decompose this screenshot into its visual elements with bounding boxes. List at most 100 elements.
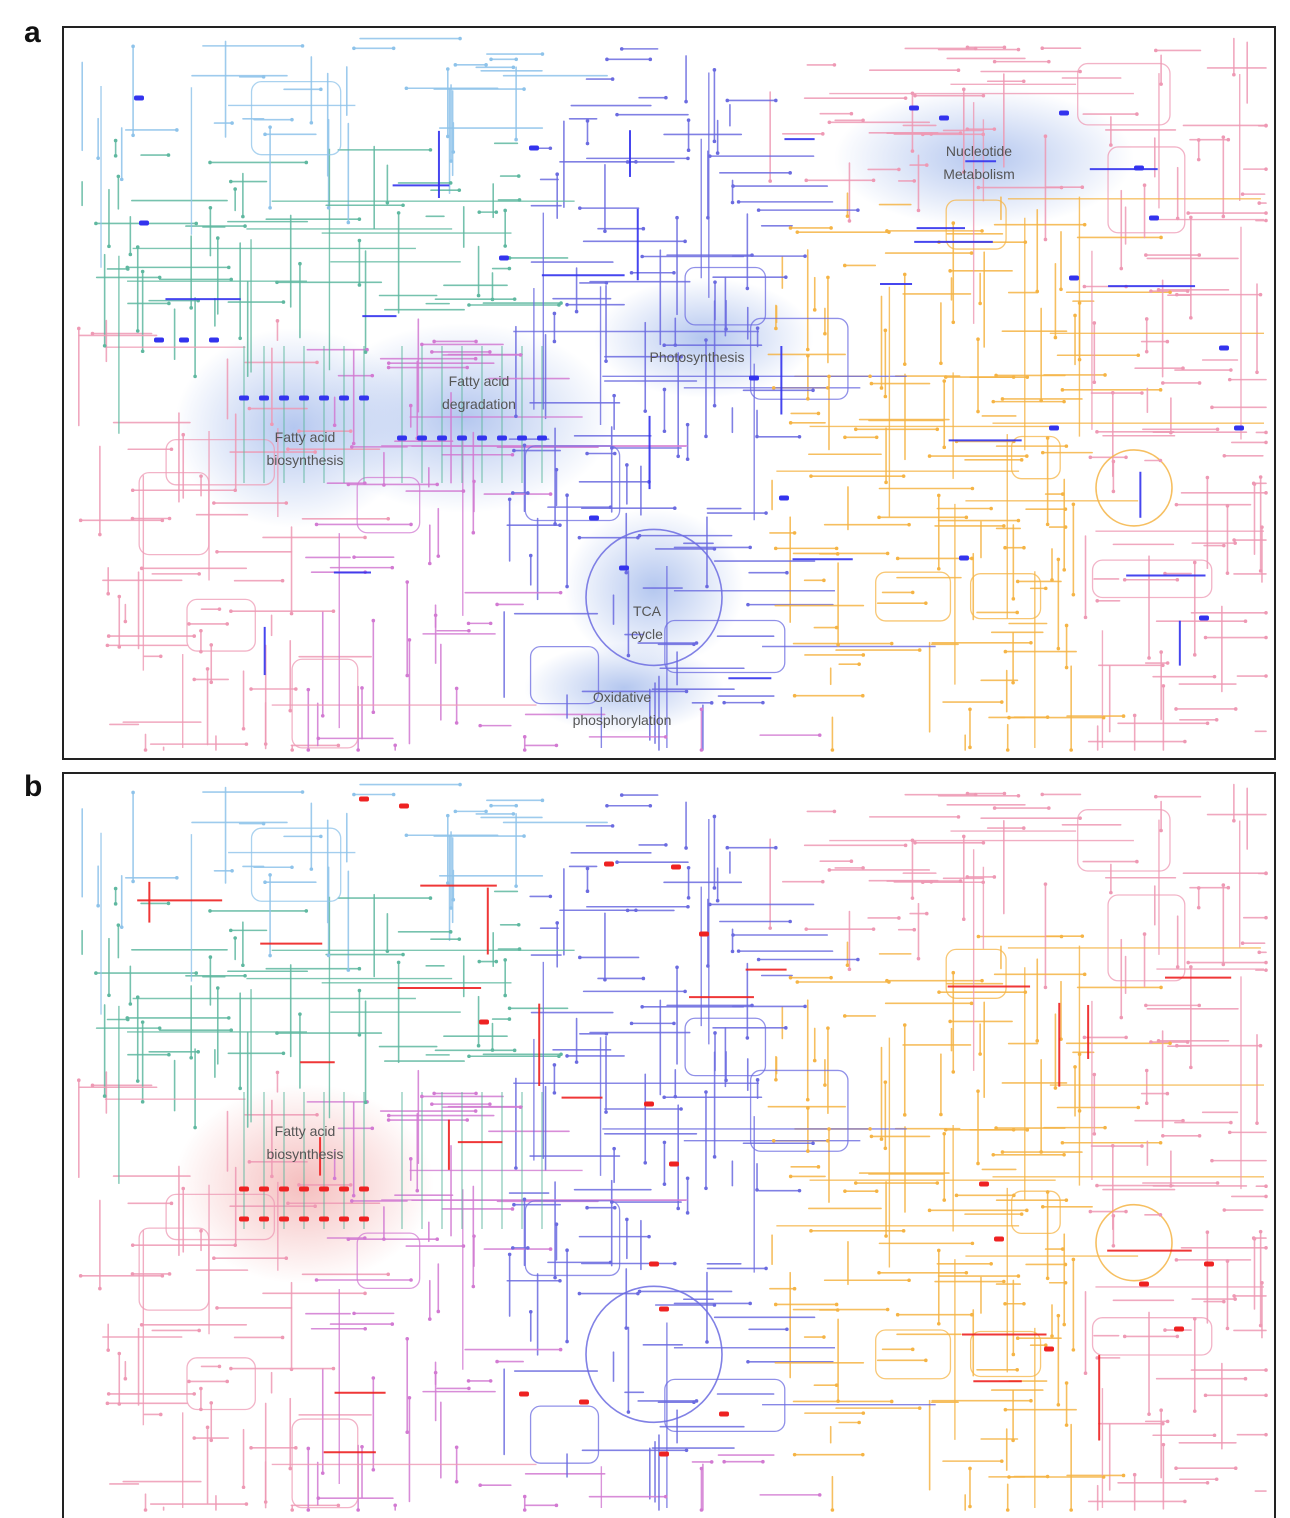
metabolite-node — [106, 1348, 110, 1352]
metabolite-node — [745, 286, 750, 291]
metabolite-node — [247, 406, 252, 411]
metabolite-node — [1264, 915, 1268, 920]
metabolite-node — [577, 535, 582, 540]
metabolite-node — [289, 1367, 294, 1372]
metabolite-node — [827, 1127, 831, 1131]
metabolite-node — [473, 1109, 478, 1113]
highlighted-reaction — [477, 435, 487, 441]
metabolite-node — [1142, 932, 1147, 936]
metabolite-node — [961, 170, 966, 174]
highlighted-reaction — [1059, 110, 1069, 116]
pathway-loop — [684, 266, 767, 326]
metabolite-node — [629, 270, 634, 275]
metabolite-node — [1050, 1334, 1054, 1338]
metabolite-node — [298, 261, 302, 266]
metabolite-node — [208, 909, 212, 913]
metabolite-node — [768, 179, 772, 183]
metabolite-node — [976, 409, 980, 414]
metabolite-node — [1060, 1247, 1065, 1251]
metabolite-node — [263, 1500, 268, 1504]
metabolite-node — [510, 452, 515, 457]
metabolite-node — [943, 1127, 948, 1132]
metabolite-node — [511, 812, 516, 816]
metabolite-node — [514, 57, 519, 62]
metabolite-node — [514, 1166, 518, 1170]
metabolite-node — [1258, 1323, 1263, 1328]
metabolite-node — [976, 337, 980, 342]
metabolite-node — [1021, 79, 1026, 84]
highlighted-reaction — [497, 435, 507, 441]
metabolite-node — [604, 281, 609, 285]
metabolite-node — [804, 927, 809, 931]
metabolite-node — [705, 1340, 709, 1344]
highlighted-reaction — [499, 255, 509, 261]
metabolite-node — [457, 937, 462, 941]
metabolite-node — [920, 880, 925, 885]
metabolite-node — [1077, 1109, 1082, 1113]
metabolite-node — [1011, 375, 1016, 379]
metabolite-node — [1039, 1150, 1043, 1154]
metabolite-node — [916, 956, 921, 961]
metabolite-node — [745, 1036, 750, 1040]
metabolite-node — [712, 1155, 717, 1159]
metabolite-node — [1121, 1473, 1126, 1478]
highlighted-reaction — [619, 565, 629, 571]
metabolite-node — [1159, 650, 1163, 654]
highlight-glow — [524, 643, 724, 733]
metabolite-node — [94, 221, 98, 226]
metabolite-node — [861, 866, 865, 870]
metabolite-node — [382, 483, 386, 487]
metabolite-node — [981, 93, 986, 98]
metabolite-node — [1258, 569, 1263, 573]
metabolite-node — [432, 1091, 436, 1096]
metabolite-node — [123, 619, 128, 624]
metabolite-node — [969, 251, 974, 255]
metabolite-node — [105, 643, 110, 648]
metabolite-node — [516, 923, 521, 927]
metabolite-node — [605, 57, 609, 62]
highlighted-reaction — [959, 555, 969, 561]
metabolite-node — [1022, 1301, 1026, 1306]
metabolite-node — [326, 953, 331, 958]
metabolite-node — [822, 578, 826, 583]
metabolite-node — [624, 570, 629, 575]
metabolite-node — [797, 1188, 802, 1193]
metabolite-node — [454, 721, 459, 725]
metabolite-node — [936, 566, 941, 571]
metabolite-node — [713, 1031, 717, 1035]
metabolite-node — [746, 1359, 750, 1364]
metabolite-node — [128, 1002, 133, 1006]
metabolite-node — [1181, 1118, 1185, 1123]
metabolite-node — [90, 1083, 95, 1088]
metabolite-node — [408, 403, 413, 408]
metabolite-node — [313, 450, 317, 454]
metabolite-node — [968, 1504, 972, 1509]
metabolite-node — [1082, 284, 1087, 289]
highlighted-reaction — [239, 1186, 249, 1192]
metabolite-node — [554, 743, 559, 748]
metabolite-node — [1163, 1328, 1167, 1332]
highlighted-reaction — [359, 796, 369, 802]
metabolite-node — [404, 833, 409, 838]
pathway-loop — [529, 645, 600, 705]
metabolite-node — [187, 1379, 191, 1384]
metabolite-node — [970, 556, 974, 561]
metabolite-node — [936, 1248, 941, 1253]
highlighted-reaction — [1069, 275, 1079, 281]
metabolite-node — [964, 1270, 969, 1275]
pathway-loop — [684, 1017, 767, 1077]
metabolite-node — [834, 625, 839, 630]
metabolite-node — [528, 1309, 533, 1314]
metabolite-node — [715, 151, 720, 155]
metabolite-node — [427, 561, 432, 566]
pathway-loop — [1107, 894, 1186, 982]
metabolite-node — [912, 927, 917, 932]
metabolite-node — [1156, 288, 1161, 292]
metabolite-node — [304, 909, 309, 913]
metabolite-node — [117, 594, 122, 599]
highlighted-reaction — [1049, 425, 1059, 431]
pathway-loop — [1091, 1317, 1213, 1356]
metabolite-node — [686, 904, 690, 909]
pathway-loop — [291, 658, 359, 749]
metabolite-node — [225, 1379, 229, 1384]
